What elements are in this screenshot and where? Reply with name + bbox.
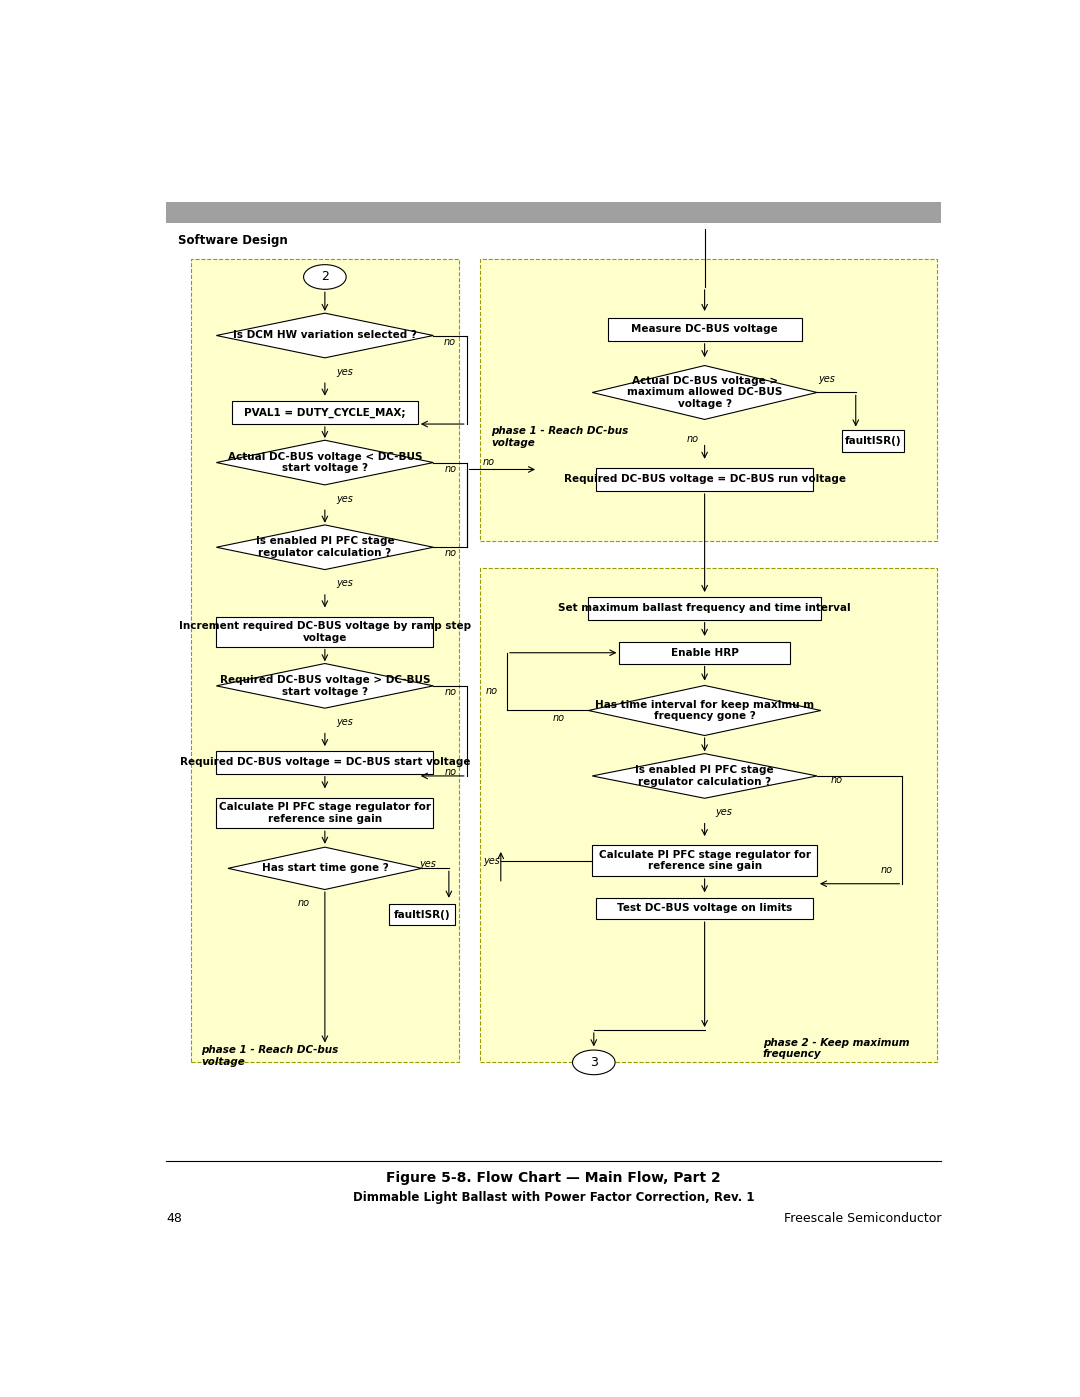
- Text: Enable HRP: Enable HRP: [671, 648, 739, 658]
- FancyBboxPatch shape: [216, 617, 433, 647]
- Polygon shape: [216, 440, 433, 485]
- Text: Calculate PI PFC stage regulator for
reference sine gain: Calculate PI PFC stage regulator for ref…: [219, 802, 431, 824]
- Text: Actual DC-BUS voltage < DC-BUS
start voltage ?: Actual DC-BUS voltage < DC-BUS start vol…: [228, 451, 422, 474]
- Text: Is enabled PI PFC stage
regulator calculation ?: Is enabled PI PFC stage regulator calcul…: [256, 536, 394, 557]
- Text: Test DC-BUS voltage on limits: Test DC-BUS voltage on limits: [617, 904, 793, 914]
- Text: no: no: [553, 714, 565, 724]
- FancyBboxPatch shape: [389, 904, 455, 925]
- FancyBboxPatch shape: [841, 430, 904, 451]
- Text: no: no: [486, 686, 498, 696]
- FancyBboxPatch shape: [480, 569, 937, 1062]
- Text: Actual DC-BUS voltage >
maximum allowed DC-BUS
voltage ?: Actual DC-BUS voltage > maximum allowed …: [626, 376, 782, 409]
- Text: no: no: [445, 767, 457, 777]
- FancyBboxPatch shape: [166, 201, 941, 224]
- Text: yes: yes: [818, 373, 835, 384]
- FancyBboxPatch shape: [480, 258, 937, 541]
- Text: Increment required DC-BUS voltage by ramp step
voltage: Increment required DC-BUS voltage by ram…: [179, 622, 471, 643]
- Text: Has time interval for keep maximu m
frequency gone ?: Has time interval for keep maximu m freq…: [595, 700, 814, 721]
- Text: no: no: [444, 337, 456, 346]
- Text: Calculate PI PFC stage regulator for
reference sine gain: Calculate PI PFC stage regulator for ref…: [598, 849, 811, 872]
- Text: Required DC-BUS voltage > DC-BUS
start voltage ?: Required DC-BUS voltage > DC-BUS start v…: [219, 675, 430, 697]
- Text: phase 2 - Keep maximum
frequency: phase 2 - Keep maximum frequency: [762, 1038, 909, 1059]
- Text: yes: yes: [336, 578, 353, 588]
- Text: Is enabled PI PFC stage
regulator calculation ?: Is enabled PI PFC stage regulator calcul…: [635, 766, 774, 787]
- Text: faultISR(): faultISR(): [393, 909, 450, 919]
- Text: yes: yes: [336, 717, 353, 726]
- Text: no: no: [881, 865, 893, 875]
- Polygon shape: [216, 664, 433, 708]
- Text: Has start time gone ?: Has start time gone ?: [261, 863, 388, 873]
- FancyBboxPatch shape: [592, 845, 816, 876]
- Polygon shape: [592, 366, 816, 419]
- Text: no: no: [445, 687, 457, 697]
- Text: yes: yes: [483, 855, 500, 866]
- Text: 2: 2: [321, 271, 328, 284]
- Text: phase 1 - Reach DC-bus
voltage: phase 1 - Reach DC-bus voltage: [491, 426, 629, 448]
- Text: Software Design: Software Design: [177, 235, 287, 247]
- FancyBboxPatch shape: [596, 898, 813, 919]
- Text: no: no: [831, 775, 843, 785]
- FancyBboxPatch shape: [216, 750, 433, 774]
- FancyBboxPatch shape: [232, 401, 418, 425]
- Text: Measure DC-BUS voltage: Measure DC-BUS voltage: [631, 324, 778, 334]
- Text: yes: yes: [336, 366, 353, 377]
- Text: yes: yes: [716, 807, 732, 817]
- Polygon shape: [589, 686, 821, 735]
- Text: PVAL1 = DUTY_CYCLE_MAX;: PVAL1 = DUTY_CYCLE_MAX;: [244, 408, 406, 418]
- Text: Required DC-BUS voltage = DC-BUS start voltage: Required DC-BUS voltage = DC-BUS start v…: [179, 757, 470, 767]
- Text: Is DCM HW variation selected ?: Is DCM HW variation selected ?: [233, 331, 417, 341]
- Text: no: no: [445, 464, 457, 474]
- Text: 3: 3: [590, 1056, 597, 1069]
- Text: Freescale Semiconductor: Freescale Semiconductor: [783, 1213, 941, 1225]
- Ellipse shape: [572, 1051, 616, 1074]
- Text: no: no: [445, 549, 457, 559]
- FancyBboxPatch shape: [191, 258, 459, 1062]
- Text: Figure 5-8. Flow Chart — Main Flow, Part 2: Figure 5-8. Flow Chart — Main Flow, Part…: [387, 1171, 720, 1185]
- Text: yes: yes: [336, 493, 353, 504]
- FancyBboxPatch shape: [216, 798, 433, 828]
- FancyBboxPatch shape: [608, 317, 801, 341]
- Polygon shape: [228, 847, 422, 890]
- Polygon shape: [216, 525, 433, 570]
- Text: Required DC-BUS voltage = DC-BUS run voltage: Required DC-BUS voltage = DC-BUS run vol…: [564, 475, 846, 485]
- Polygon shape: [592, 753, 816, 798]
- FancyBboxPatch shape: [619, 643, 789, 664]
- Text: Dimmable Light Ballast with Power Factor Correction, Rev. 1: Dimmable Light Ballast with Power Factor…: [353, 1192, 754, 1204]
- Text: no: no: [482, 457, 495, 467]
- Ellipse shape: [303, 264, 347, 289]
- Text: phase 1 - Reach DC-bus
voltage: phase 1 - Reach DC-bus voltage: [201, 1045, 338, 1067]
- FancyBboxPatch shape: [596, 468, 813, 490]
- Text: yes: yes: [419, 859, 436, 869]
- Text: faultISR(): faultISR(): [845, 436, 901, 446]
- Polygon shape: [216, 313, 433, 358]
- Text: no: no: [297, 898, 309, 908]
- Text: 48: 48: [166, 1213, 181, 1225]
- Text: Set maximum ballast frequency and time interval: Set maximum ballast frequency and time i…: [558, 604, 851, 613]
- Text: no: no: [687, 433, 699, 444]
- FancyBboxPatch shape: [589, 597, 821, 620]
